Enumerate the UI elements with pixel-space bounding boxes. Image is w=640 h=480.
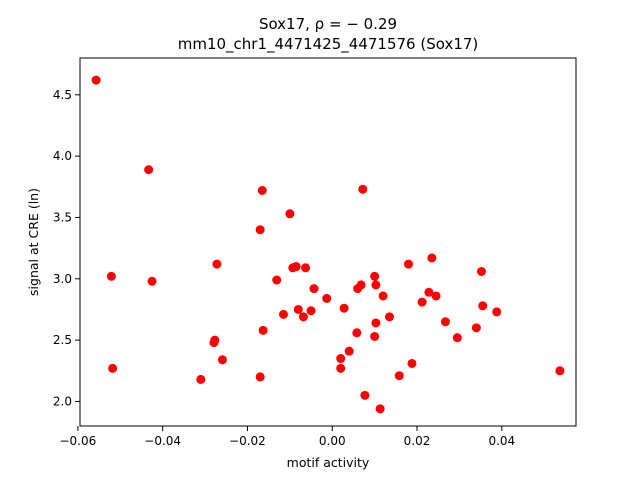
y-tick-label: 2.5 [53,333,72,347]
data-point [209,338,219,348]
data-point [384,312,394,322]
data-point [106,271,116,281]
data-point [431,291,441,301]
data-point [108,363,118,373]
x-tick-label: 0.02 [404,434,431,448]
data-point [404,259,414,269]
data-point [452,333,462,343]
data-point [255,225,265,235]
data-point [371,318,381,328]
data-point [272,275,282,285]
x-tick-label: 0.04 [488,434,515,448]
chart-title-line2: mm10_chr1_4471425_4471576 (Sox17) [178,35,479,54]
data-point [306,306,316,316]
data-point [378,291,388,301]
data-point [476,266,486,276]
data-point [370,271,380,281]
data-point [492,307,502,317]
x-axis: −0.06 −0.04 −0.02 0.00 0.02 0.04 [59,426,515,448]
data-point [285,209,295,219]
y-tick-label: 4.0 [53,149,72,163]
data-point [91,75,101,85]
x-tick-label: 0.00 [319,434,346,448]
data-point [370,331,380,341]
x-tick-label: −0.06 [59,434,96,448]
data-point [371,280,381,290]
data-point [322,293,332,303]
y-tick-label: 3.0 [53,272,72,286]
data-point [309,284,319,294]
data-point [291,262,301,272]
data-point [144,165,154,175]
x-tick-label: −0.02 [229,434,266,448]
y-tick-label: 2.0 [53,394,72,408]
data-point [478,301,488,311]
y-tick-label: 3.5 [53,210,72,224]
data-point [417,297,427,307]
data-point [427,253,437,263]
data-point [471,323,481,333]
x-tick-label: −0.04 [144,434,181,448]
y-axis: 2.0 2.5 3.0 3.5 4.0 4.5 [53,88,80,408]
chart-title-line1: Sox17, ρ = − 0.29 [259,15,397,33]
data-point [358,184,368,194]
y-axis-label: signal at CRE (ln) [26,188,41,296]
data-point [336,354,346,364]
x-axis-label: motif activity [287,455,370,470]
data-point [394,371,404,381]
data-point [407,358,417,368]
data-point [212,259,222,269]
data-points [91,75,565,414]
data-point [298,312,308,322]
y-tick-label: 4.5 [53,88,72,102]
data-point [344,346,354,356]
data-point [217,355,227,365]
data-point [258,325,268,335]
data-point [555,366,565,376]
plot-area [79,57,577,427]
data-point [336,363,346,373]
data-point [196,374,206,384]
data-point [352,328,362,338]
data-point [301,263,311,273]
data-point [293,304,303,314]
data-point [424,287,434,297]
data-point [375,404,385,414]
data-point [147,276,157,286]
data-point [278,309,288,319]
data-point [360,390,370,400]
data-point [339,303,349,313]
data-point [255,372,265,382]
data-point [440,317,450,327]
data-point [257,185,267,195]
data-point [356,280,366,290]
